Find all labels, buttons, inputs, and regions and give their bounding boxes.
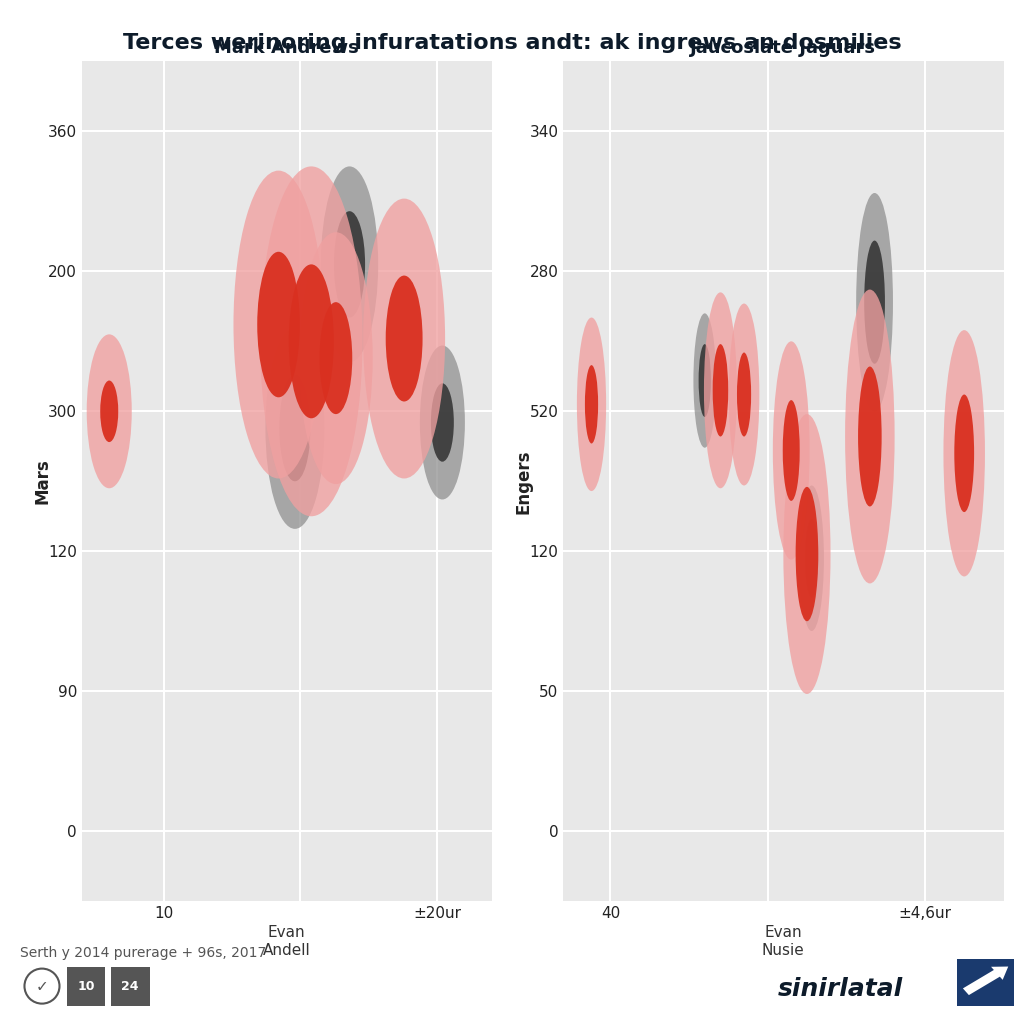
- Ellipse shape: [943, 330, 985, 577]
- FancyArrow shape: [963, 967, 1009, 995]
- Ellipse shape: [800, 485, 824, 631]
- Y-axis label: Mars: Mars: [34, 459, 51, 504]
- Text: sinirlatal: sinirlatal: [778, 978, 903, 1001]
- Y-axis label: Engers: Engers: [515, 450, 532, 513]
- Ellipse shape: [280, 375, 310, 481]
- Ellipse shape: [265, 328, 325, 528]
- Ellipse shape: [233, 171, 324, 478]
- Title: Mark Andrews: Mark Andrews: [214, 39, 359, 57]
- Ellipse shape: [864, 241, 885, 364]
- X-axis label: Evan
Nusie: Evan Nusie: [762, 925, 805, 957]
- Ellipse shape: [805, 519, 818, 597]
- Ellipse shape: [260, 167, 362, 516]
- Ellipse shape: [729, 303, 760, 485]
- Text: Terces werinoring infuratations andt: ak ingrews an dosmilies: Terces werinoring infuratations andt: ak…: [123, 33, 901, 53]
- Text: Serth y 2014 purerage + 96s, 2017: Serth y 2014 purerage + 96s, 2017: [20, 946, 266, 961]
- Ellipse shape: [698, 344, 711, 417]
- Ellipse shape: [693, 313, 716, 447]
- Ellipse shape: [289, 264, 334, 419]
- Ellipse shape: [321, 166, 378, 362]
- Text: ✓: ✓: [36, 979, 48, 993]
- Ellipse shape: [386, 275, 423, 401]
- Ellipse shape: [319, 302, 352, 414]
- Ellipse shape: [845, 290, 895, 584]
- X-axis label: Evan
Andell: Evan Andell: [263, 925, 310, 957]
- Ellipse shape: [364, 199, 445, 478]
- Ellipse shape: [796, 486, 818, 622]
- Ellipse shape: [100, 381, 118, 442]
- Title: Jaucoslate Jaguars: Jaucoslate Jaguars: [690, 39, 877, 57]
- Ellipse shape: [431, 383, 454, 462]
- Ellipse shape: [737, 352, 752, 436]
- Ellipse shape: [783, 414, 830, 694]
- Ellipse shape: [299, 232, 373, 484]
- Text: 24: 24: [121, 980, 139, 992]
- Ellipse shape: [577, 317, 606, 492]
- Ellipse shape: [420, 345, 465, 500]
- Ellipse shape: [713, 344, 728, 436]
- Ellipse shape: [858, 367, 882, 507]
- Ellipse shape: [257, 252, 300, 397]
- Ellipse shape: [773, 341, 810, 560]
- Ellipse shape: [585, 366, 598, 443]
- Ellipse shape: [856, 193, 893, 412]
- Ellipse shape: [782, 400, 800, 501]
- Ellipse shape: [703, 293, 737, 488]
- Circle shape: [68, 968, 104, 1005]
- Ellipse shape: [334, 211, 366, 317]
- Circle shape: [112, 968, 148, 1005]
- Ellipse shape: [954, 394, 974, 512]
- Ellipse shape: [87, 334, 132, 488]
- Text: 10: 10: [77, 980, 95, 992]
